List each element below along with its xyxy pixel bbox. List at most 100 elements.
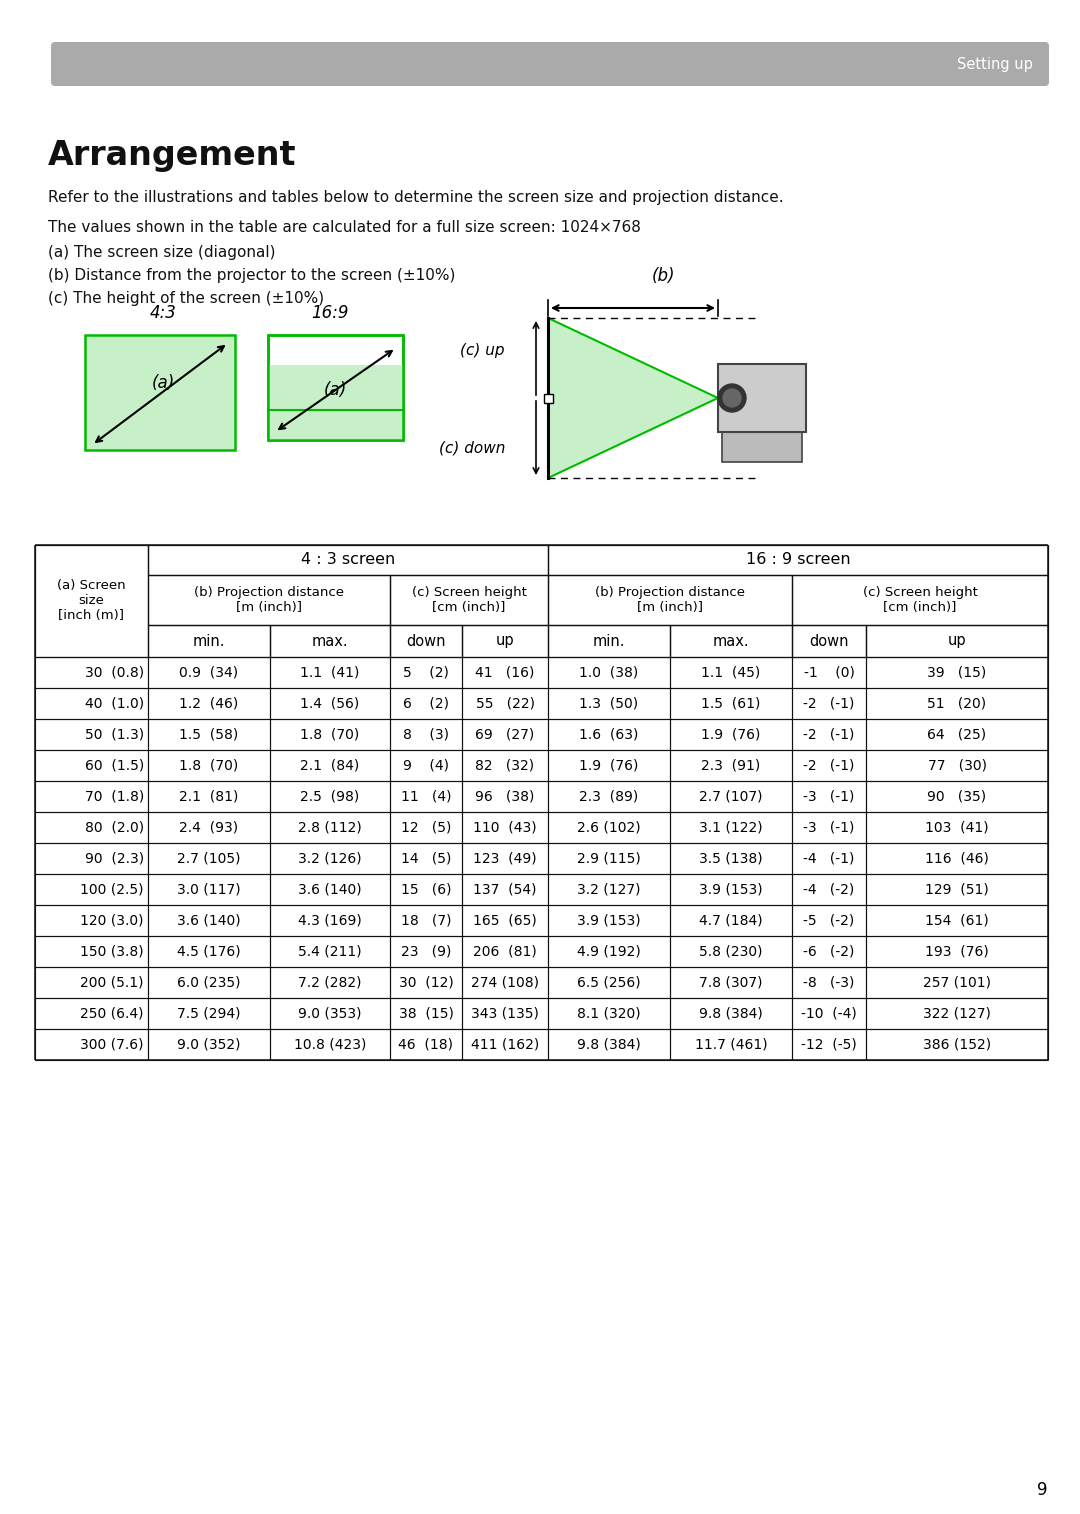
Text: 7.5 (294): 7.5 (294) [177,1007,241,1020]
Text: -10  (-4): -10 (-4) [801,1007,856,1020]
Text: 2.7 (105): 2.7 (105) [177,851,241,866]
Text: 116  (46): 116 (46) [926,851,989,866]
Text: 154  (61): 154 (61) [926,913,989,928]
Text: up: up [947,633,967,648]
Text: 14   (5): 14 (5) [401,851,451,866]
Text: 23   (9): 23 (9) [401,945,451,958]
Text: 51   (20): 51 (20) [928,696,986,710]
Text: 193  (76): 193 (76) [926,945,989,958]
Text: 0.9  (34): 0.9 (34) [179,666,239,680]
Text: 257 (101): 257 (101) [923,975,991,990]
Text: (c) up: (c) up [460,342,505,357]
Text: 343 (135): 343 (135) [471,1007,539,1020]
Text: 10.8 (423): 10.8 (423) [294,1037,366,1052]
FancyBboxPatch shape [543,394,553,403]
Text: 1.4  (56): 1.4 (56) [300,696,360,710]
Text: 3.2 (127): 3.2 (127) [577,883,640,896]
Text: -4   (-1): -4 (-1) [804,851,854,866]
Text: 1.0  (38): 1.0 (38) [579,666,638,680]
Text: 3.2 (126): 3.2 (126) [298,851,362,866]
Text: 69   (27): 69 (27) [475,728,535,742]
Text: 11.7 (461): 11.7 (461) [694,1037,767,1052]
Text: 70  (1.8): 70 (1.8) [84,789,144,804]
Text: (a): (a) [323,382,347,400]
Text: 165  (65): 165 (65) [473,913,537,928]
Text: 110  (43): 110 (43) [473,821,537,834]
Text: -12  (-5): -12 (-5) [801,1037,856,1052]
Text: -2   (-1): -2 (-1) [804,696,854,710]
Text: 2.8 (112): 2.8 (112) [298,821,362,834]
Text: (c) Screen height
[cm (inch)]: (c) Screen height [cm (inch)] [863,586,977,615]
Text: 50  (1.3): 50 (1.3) [85,728,144,742]
Text: 80  (2.0): 80 (2.0) [85,821,144,834]
Text: -8   (-3): -8 (-3) [804,975,854,990]
Text: 39   (15): 39 (15) [928,666,987,680]
Text: -6   (-2): -6 (-2) [804,945,854,958]
Text: Arrangement: Arrangement [48,138,297,171]
FancyBboxPatch shape [85,335,235,450]
Text: 9.8 (384): 9.8 (384) [699,1007,762,1020]
Text: -4   (-2): -4 (-2) [804,883,854,896]
Text: 1.5  (58): 1.5 (58) [179,728,239,742]
Text: 2.4  (93): 2.4 (93) [179,821,239,834]
Text: 4.7 (184): 4.7 (184) [699,913,762,928]
Text: 150 (3.8): 150 (3.8) [80,945,144,958]
Text: 4.5 (176): 4.5 (176) [177,945,241,958]
Text: (a) Screen
size
[inch (m)]: (a) Screen size [inch (m)] [57,580,125,622]
Text: -2   (-1): -2 (-1) [804,728,854,742]
Text: 3.9 (153): 3.9 (153) [577,913,640,928]
Text: 60  (1.5): 60 (1.5) [84,759,144,772]
Text: 5    (2): 5 (2) [403,666,449,680]
Text: (a) The screen size (diagonal): (a) The screen size (diagonal) [48,245,275,260]
Text: -3   (-1): -3 (-1) [804,789,854,804]
Text: 250 (6.4): 250 (6.4) [81,1007,144,1020]
Text: 1.9  (76): 1.9 (76) [701,728,760,742]
Text: 2.9 (115): 2.9 (115) [577,851,640,866]
Text: up: up [496,633,514,648]
Text: 1.2  (46): 1.2 (46) [179,696,239,710]
Text: 1.8  (70): 1.8 (70) [300,728,360,742]
Text: (c) Screen height
[cm (inch)]: (c) Screen height [cm (inch)] [411,586,526,615]
Text: 30  (0.8): 30 (0.8) [85,666,144,680]
Text: 2.3  (91): 2.3 (91) [701,759,760,772]
Text: 9.0 (352): 9.0 (352) [177,1037,241,1052]
Text: 16 : 9 screen: 16 : 9 screen [745,553,850,568]
Text: 386 (152): 386 (152) [923,1037,991,1052]
Text: 200 (5.1): 200 (5.1) [81,975,144,990]
FancyBboxPatch shape [723,431,802,462]
Text: 4 : 3 screen: 4 : 3 screen [301,553,395,568]
Text: -2   (-1): -2 (-1) [804,759,854,772]
Text: 8    (3): 8 (3) [403,728,449,742]
Text: 9    (4): 9 (4) [403,759,449,772]
Text: 7.8 (307): 7.8 (307) [699,975,762,990]
Text: Refer to the illustrations and tables below to determine the screen size and pro: Refer to the illustrations and tables be… [48,189,784,204]
Text: min.: min. [192,633,226,648]
Text: 3.1 (122): 3.1 (122) [699,821,762,834]
Text: 40  (1.0): 40 (1.0) [85,696,144,710]
Text: 6.5 (256): 6.5 (256) [577,975,640,990]
Text: 2.1  (81): 2.1 (81) [179,789,239,804]
Text: 1.1  (45): 1.1 (45) [701,666,760,680]
Text: 82   (32): 82 (32) [475,759,535,772]
Text: 41   (16): 41 (16) [475,666,535,680]
Text: 4:3: 4:3 [149,304,176,322]
Text: 2.5  (98): 2.5 (98) [300,789,360,804]
Polygon shape [548,318,718,478]
Text: 300 (7.6): 300 (7.6) [81,1037,144,1052]
Text: 9.0 (353): 9.0 (353) [298,1007,362,1020]
Text: 77   (30): 77 (30) [928,759,986,772]
Text: 1.6  (63): 1.6 (63) [579,728,638,742]
Text: 8.1 (320): 8.1 (320) [577,1007,640,1020]
Text: 3.6 (140): 3.6 (140) [177,913,241,928]
Text: 411 (162): 411 (162) [471,1037,539,1052]
Text: 2.7 (107): 2.7 (107) [699,789,762,804]
Text: max.: max. [312,633,349,648]
Text: 4.9 (192): 4.9 (192) [577,945,640,958]
Text: 55   (22): 55 (22) [475,696,535,710]
Text: 1.8  (70): 1.8 (70) [179,759,239,772]
Text: 4.3 (169): 4.3 (169) [298,913,362,928]
Text: 6.0 (235): 6.0 (235) [177,975,241,990]
Text: down: down [406,633,446,648]
Circle shape [723,389,741,407]
Text: -1    (0): -1 (0) [804,666,854,680]
